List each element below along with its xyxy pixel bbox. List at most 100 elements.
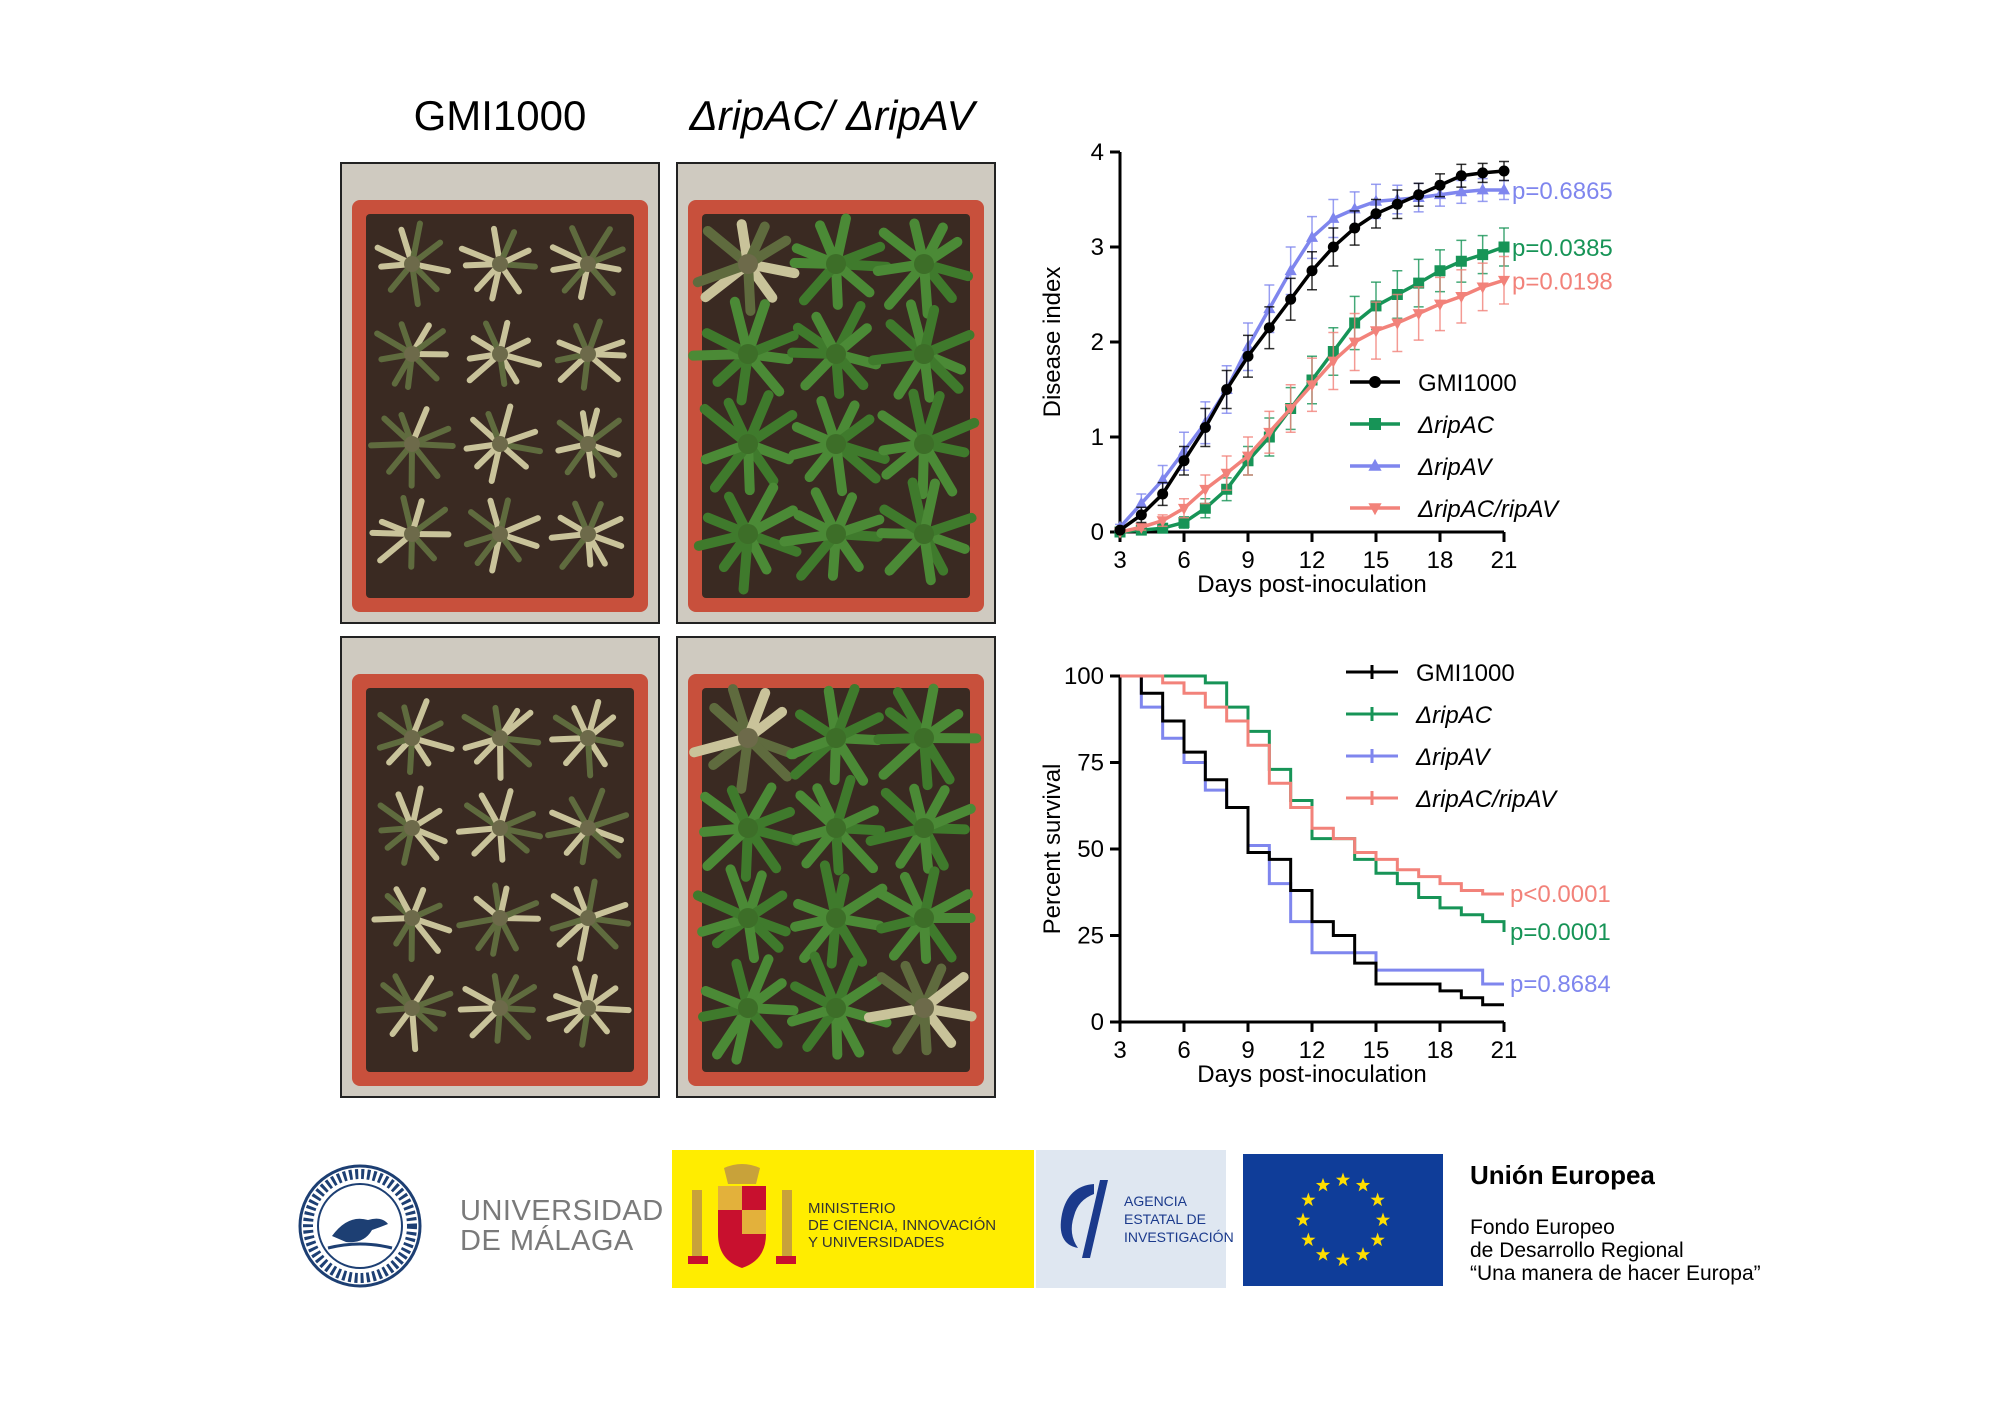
ministry-logo: MINISTERIO DE CIENCIA, INNOVACIÓN Y UNIV…: [672, 1150, 1034, 1288]
rosette-center: [914, 434, 934, 454]
rosette-center: [580, 256, 596, 272]
legend-label: ΔripAC: [1417, 412, 1495, 439]
x-tick-label: 15: [1363, 547, 1390, 574]
y-axis-label: Percent survival: [1039, 764, 1066, 935]
rosette-center: [492, 820, 508, 836]
p-value-label: p=0.0001: [1510, 919, 1611, 946]
data-point: [1498, 241, 1510, 253]
rosette-center: [914, 728, 934, 748]
plant-rosette: [546, 965, 632, 1048]
eu-fund-line3: “Una manera de hacer Europa”: [1470, 1262, 1761, 1285]
x-tick-label: 3: [1113, 547, 1126, 574]
data-point: [1178, 517, 1190, 528]
p-value-label: p=0.6865: [1512, 178, 1613, 205]
data-point: [1455, 185, 1468, 197]
rosette-center: [826, 908, 846, 928]
data-point: [1199, 502, 1211, 514]
star-icon: [1301, 1192, 1316, 1207]
data-point: [1135, 496, 1148, 508]
data-point: [1135, 509, 1147, 521]
star-icon: [1335, 1252, 1351, 1267]
plant-rosette: [466, 319, 543, 387]
rosette-center: [826, 254, 846, 274]
plant-rosette: [692, 864, 791, 964]
data-point: [1284, 264, 1297, 276]
plant-tray-image: [678, 164, 994, 622]
data-point: [1477, 167, 1489, 179]
data-point: [1327, 356, 1340, 368]
legend-label: GMI1000: [1416, 660, 1515, 687]
plant-rosette: [699, 390, 798, 496]
legend-label: ΔripAC/ripAV: [1417, 496, 1560, 523]
y-tick-label: 1: [1091, 424, 1104, 451]
data-point: [1242, 350, 1254, 362]
rosette-center: [738, 818, 758, 838]
data-point: [1368, 458, 1382, 471]
plant-rosette: [376, 698, 455, 776]
data-point: [1413, 189, 1425, 201]
x-axis-label: Days post-inoculation: [1197, 571, 1426, 598]
plant-rosette: [786, 951, 892, 1060]
y-tick-label: 0: [1091, 519, 1104, 546]
funding-logos: UNIVERSIDAD DE MÁLAGA MINISTERIO DE CIEN…: [0, 1150, 2000, 1300]
x-tick-label: 9: [1241, 547, 1254, 574]
star-icon: [1370, 1192, 1385, 1207]
data-point: [1157, 488, 1169, 500]
legend-label: GMI1000: [1418, 370, 1517, 397]
data-point: [1263, 427, 1276, 439]
data-point: [1433, 299, 1447, 311]
data-point: [1327, 211, 1340, 223]
rosette-center: [738, 728, 758, 748]
plant-rosette: [369, 494, 452, 570]
data-point: [1476, 183, 1489, 195]
photo-mutant-bottom: [676, 636, 996, 1098]
data-point: [1476, 282, 1489, 294]
plant-rosette: [865, 783, 976, 874]
data-point: [1199, 422, 1211, 433]
aei-name: AGENCIA ESTATAL DE INVESTIGACIÓN: [1124, 1192, 1234, 1246]
legend-label: ΔripAV: [1415, 744, 1491, 771]
rosette-center: [738, 254, 758, 274]
y-tick-label: 50: [1077, 836, 1104, 863]
rosette-center: [738, 344, 758, 364]
plant-rosette: [371, 886, 453, 963]
aei-logo: AGENCIA ESTATAL DE INVESTIGACIÓN: [1036, 1150, 1234, 1288]
data-point: [1306, 265, 1318, 277]
rosette-center: [826, 818, 846, 838]
data-point: [1135, 522, 1148, 534]
plant-rosette: [789, 213, 892, 310]
data-point: [1370, 208, 1382, 220]
column-title-gmi1000: GMI1000: [413, 92, 587, 139]
university-name: UNIVERSIDAD DE MÁLAGA: [460, 1196, 664, 1256]
aei-name-line3: INVESTIGACIÓN: [1124, 1229, 1234, 1245]
survival-chart: 3 6 9 12 15 18 21 0 25 50 75 100 Days post-inoculati…: [1039, 660, 1611, 1088]
rosette-center: [580, 820, 596, 836]
plant-rosette: [549, 225, 626, 301]
data-point: [1284, 404, 1297, 416]
plant-rosette: [863, 960, 977, 1056]
rosette-center: [914, 998, 934, 1018]
data-point: [1391, 198, 1403, 210]
data-point: [1391, 318, 1404, 330]
y-tick-label: 100: [1064, 663, 1104, 690]
plant-rosette: [461, 704, 542, 781]
rosette-center: [914, 344, 934, 364]
plant-rosette: [463, 403, 543, 484]
y-tick-label: 4: [1091, 139, 1104, 166]
plant-rosette: [688, 296, 799, 406]
star-icon: [1301, 1232, 1316, 1247]
rosette-center: [826, 524, 846, 544]
plant-rosette: [555, 407, 622, 479]
rosette-center: [404, 436, 420, 452]
photo-gmi1000-bottom: [340, 636, 660, 1098]
x-tick-label: 9: [1241, 1037, 1254, 1064]
plant-rosette: [699, 782, 802, 882]
university-name-line1: UNIVERSIDAD: [460, 1195, 664, 1227]
data-point: [1455, 170, 1467, 182]
p-value-label: p=0.0385: [1512, 235, 1613, 262]
plant-rosette: [877, 388, 980, 500]
legend-label: ΔripAC/ripAV: [1415, 786, 1558, 813]
x-tick-label: 12: [1299, 1037, 1326, 1064]
coat-of-arms-icon: [688, 1164, 796, 1268]
data-point: [1497, 183, 1511, 195]
